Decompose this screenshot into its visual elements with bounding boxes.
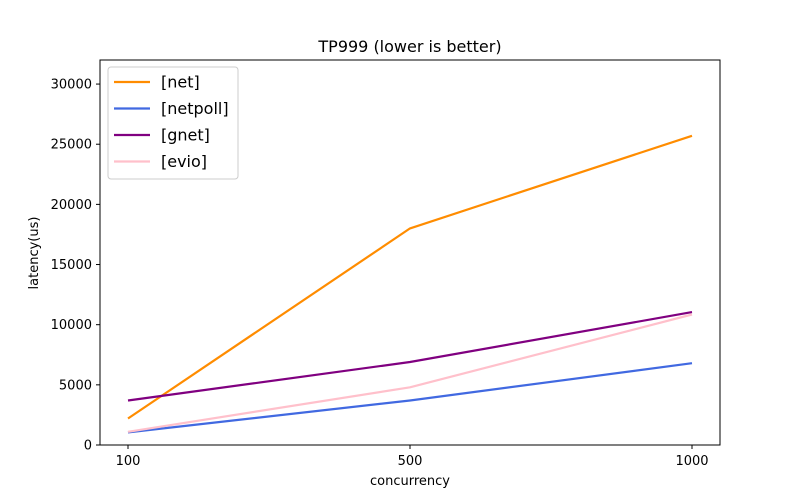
x-tick-label: 500	[398, 454, 423, 469]
series-line-netpoll	[127, 362, 693, 434]
y-axis: 0 5000 10000 15000 20000 25000 30000	[51, 78, 100, 454]
y-axis-label: latency(us)	[27, 217, 42, 290]
y-tick-label: 0	[84, 439, 92, 454]
legend-label: [net]	[161, 73, 200, 92]
x-axis: 100 500 1000	[116, 445, 709, 469]
y-tick-label: 15000	[51, 258, 92, 273]
y-tick-label: 25000	[51, 138, 92, 153]
legend-box	[107, 66, 239, 180]
y-tick-label: 10000	[51, 318, 92, 333]
y-tick-label: 20000	[51, 198, 92, 213]
x-tick-label: 100	[116, 454, 141, 469]
y-tick-label: 5000	[59, 378, 92, 393]
series-layer	[127, 134, 693, 434]
series-line-evio	[127, 313, 693, 433]
x-axis-label: concurrency	[370, 474, 450, 489]
legend-label: [netpoll]	[161, 99, 229, 118]
series-line-net	[127, 134, 693, 420]
legend-label: [gnet]	[161, 126, 210, 145]
series-line-gnet	[127, 311, 693, 402]
x-tick-label: 1000	[675, 454, 708, 469]
y-tick-label: 30000	[51, 78, 92, 93]
chart-title: TP999 (lower is better)	[317, 37, 501, 56]
legend: [net] [netpoll] [gnet] [evio]	[107, 66, 239, 180]
legend-label: [evio]	[161, 152, 207, 171]
